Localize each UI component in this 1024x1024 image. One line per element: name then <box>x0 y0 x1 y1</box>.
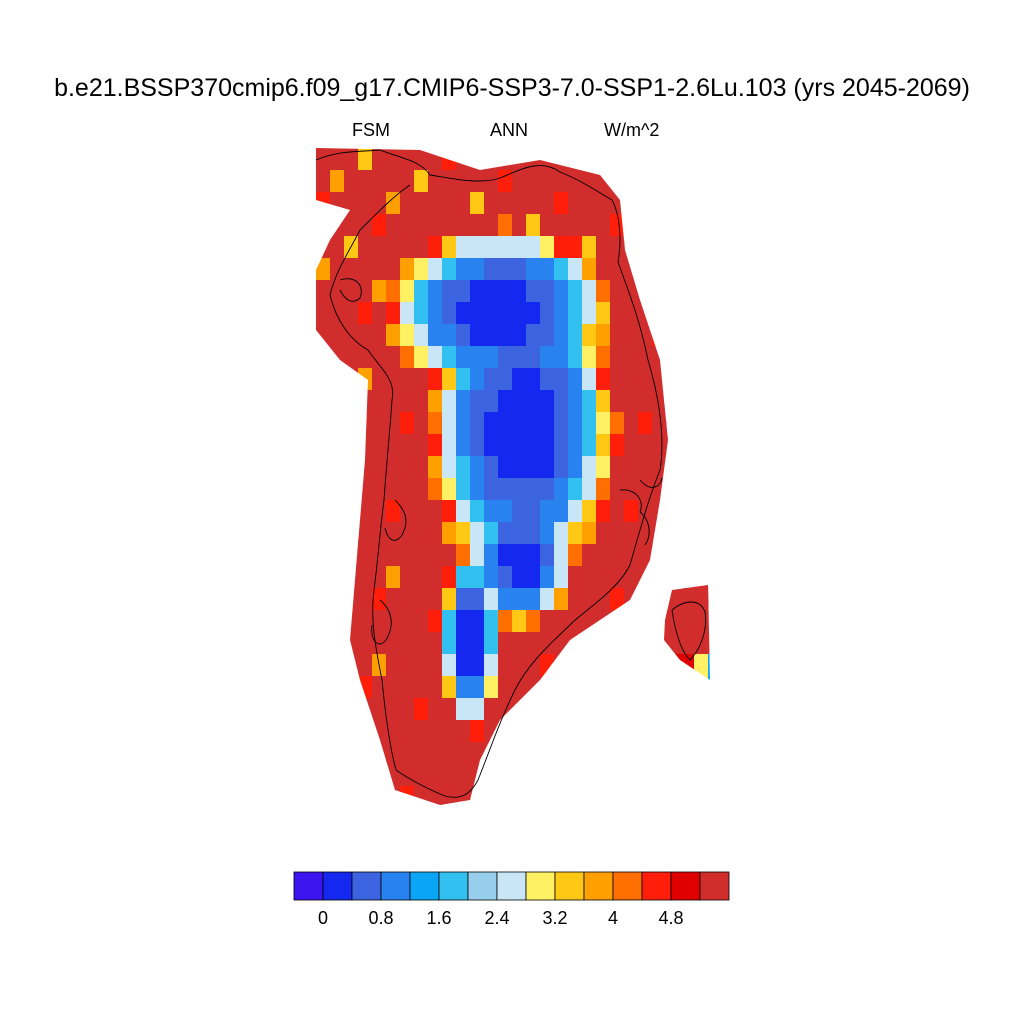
colorbar-box <box>497 872 526 900</box>
colorbar-labels: 0 0.8 1.6 2.4 3.2 4 4.8 <box>318 908 684 928</box>
colorbar-box <box>613 872 642 900</box>
colorbar-tick-label: 2.4 <box>484 908 509 928</box>
colorbar-tick-label: 4 <box>608 908 618 928</box>
colorbar-box <box>352 872 381 900</box>
colorbar-box <box>323 872 352 900</box>
colorbar-tick-label: 0 <box>318 908 328 928</box>
colorbar-tick-label: 1.6 <box>426 908 451 928</box>
colorbar-boxes <box>294 872 729 900</box>
colorbar-box <box>671 872 700 900</box>
colorbar-box <box>584 872 613 900</box>
colorbar-box <box>468 872 497 900</box>
colorbar-box <box>410 872 439 900</box>
colorbar-box <box>526 872 555 900</box>
colorbar-box <box>642 872 671 900</box>
colorbar-box <box>439 872 468 900</box>
colorbar-box <box>700 872 729 900</box>
colorbar-tick-label: 3.2 <box>542 908 567 928</box>
colorbar-box <box>294 872 323 900</box>
colorbar-box <box>381 872 410 900</box>
colorbar-tick-label: 0.8 <box>368 908 393 928</box>
colorbar-box <box>555 872 584 900</box>
colorbar-tick-label: 4.8 <box>658 908 683 928</box>
